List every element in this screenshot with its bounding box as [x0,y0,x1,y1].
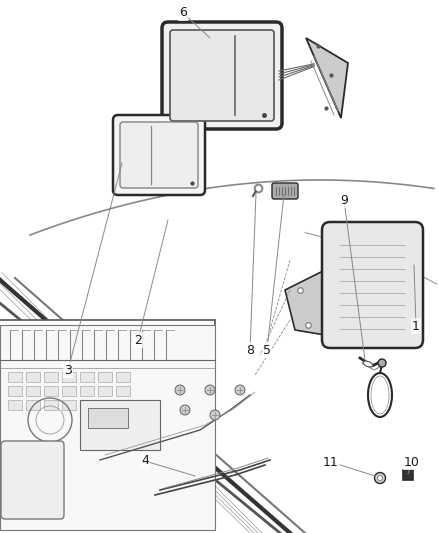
Bar [8,372,22,382]
Bar [116,386,130,396]
Text: 2: 2 [134,334,142,346]
Bar [44,400,58,410]
Circle shape [175,385,185,395]
Bar [62,386,76,396]
Text: 3: 3 [64,364,72,376]
Circle shape [235,385,245,395]
FancyBboxPatch shape [120,122,198,188]
Circle shape [378,359,386,367]
FancyBboxPatch shape [272,183,298,199]
Bar [80,372,94,382]
Bar [403,470,413,480]
Bar [88,408,128,428]
Text: 11: 11 [323,456,339,469]
Bar [62,372,76,382]
Bar [116,372,130,382]
Bar [80,400,94,410]
Circle shape [180,405,190,415]
Text: 8: 8 [246,343,254,357]
Bar [116,400,130,410]
FancyBboxPatch shape [322,222,423,348]
Circle shape [374,472,385,483]
Bar [98,372,112,382]
Bar [80,386,94,396]
Text: 9: 9 [340,193,348,206]
Text: 6: 6 [179,6,187,20]
Bar [0,325,215,530]
Bar [44,386,58,396]
FancyBboxPatch shape [113,115,205,195]
Bar [98,400,112,410]
Polygon shape [306,38,348,118]
Bar [26,400,40,410]
Bar [62,400,76,410]
FancyBboxPatch shape [162,22,282,129]
Ellipse shape [363,361,373,367]
Bar [98,386,112,396]
Circle shape [210,410,220,420]
Bar [80,400,160,450]
Text: 5: 5 [263,343,271,357]
Text: 10: 10 [404,456,420,469]
Bar [44,372,58,382]
Circle shape [378,475,382,481]
Bar [0,320,215,530]
Circle shape [205,385,215,395]
Text: 4: 4 [141,455,149,467]
Bar [26,372,40,382]
FancyBboxPatch shape [1,441,64,519]
Text: 1: 1 [412,319,420,333]
FancyBboxPatch shape [170,30,274,121]
Bar [8,400,22,410]
Bar [26,386,40,396]
Bar [8,386,22,396]
Polygon shape [285,270,325,335]
